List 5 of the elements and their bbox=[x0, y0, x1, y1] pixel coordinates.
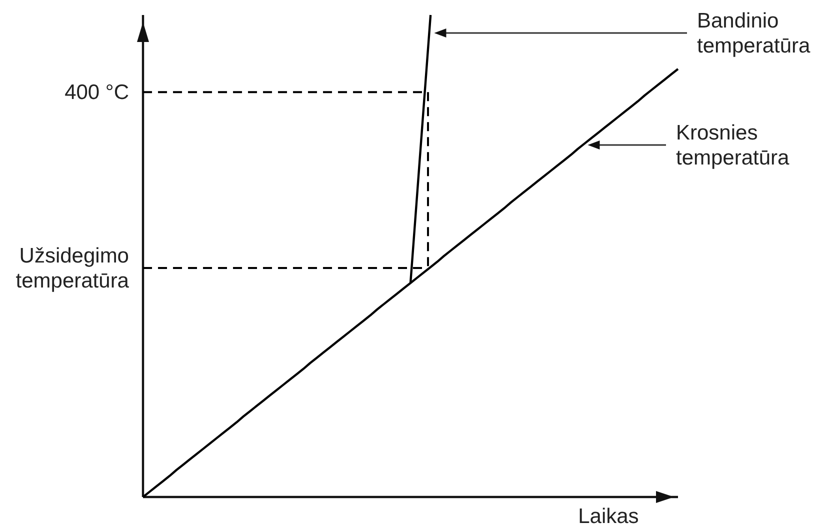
ref-line-label: 400 °C bbox=[64, 80, 129, 104]
x-axis-title: Laikas bbox=[578, 505, 639, 528]
ref-line-label: Užsidegimo temperatūra bbox=[16, 244, 130, 292]
text: Bandinio temperatūra bbox=[697, 9, 811, 57]
series-label: Krosnies temperatūra bbox=[676, 121, 790, 169]
